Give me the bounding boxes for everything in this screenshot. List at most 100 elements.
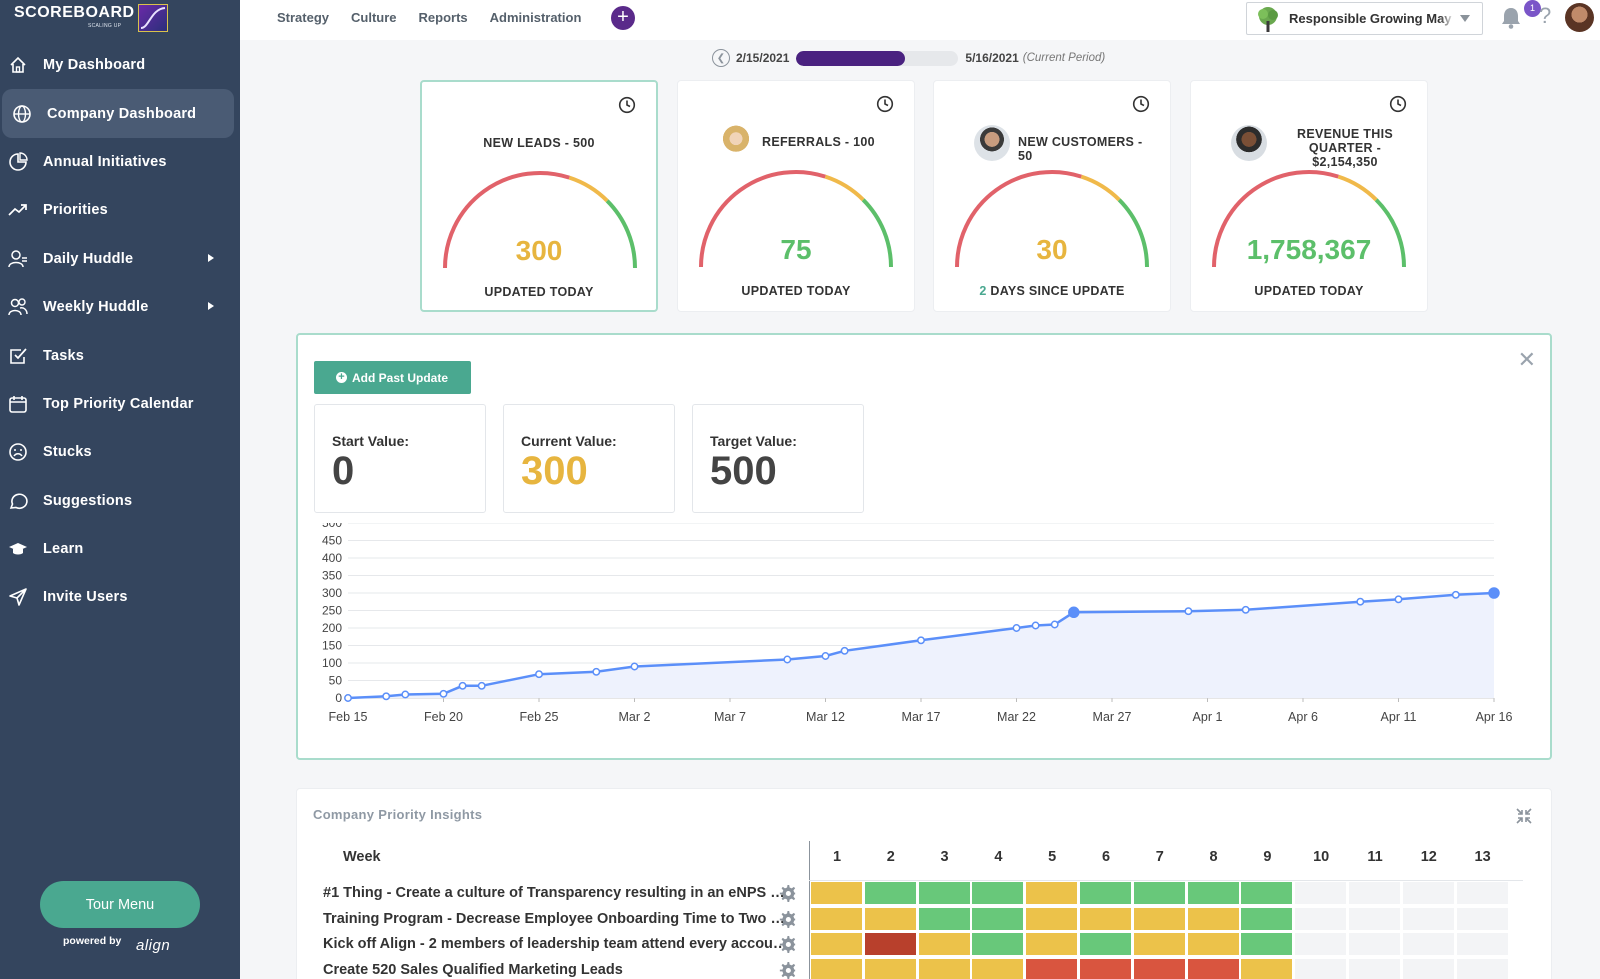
heatmap-cell[interactable] [810, 881, 863, 905]
compress-icon[interactable] [1515, 807, 1533, 825]
heatmap-cell[interactable] [1348, 906, 1401, 931]
heatmap-cell[interactable] [1186, 906, 1240, 931]
heatmap-cell[interactable] [1240, 932, 1294, 956]
data-point[interactable] [1050, 620, 1059, 629]
heatmap-cell[interactable] [1079, 957, 1132, 979]
align-logo[interactable]: align [136, 937, 171, 954]
heatmap-cell[interactable] [1132, 957, 1186, 979]
data-point[interactable] [477, 681, 486, 690]
heatmap-cell[interactable] [810, 932, 863, 956]
heatmap-cell[interactable] [1401, 881, 1455, 905]
gear-icon[interactable] [779, 885, 796, 902]
data-point[interactable] [1488, 587, 1500, 599]
heatmap-cell[interactable] [1455, 881, 1509, 905]
priority-row-label[interactable]: Kick off Align - 2 members of leadership… [323, 936, 791, 952]
heatmap-cell[interactable] [1455, 932, 1509, 956]
heatmap-cell[interactable] [1186, 881, 1240, 905]
heatmap-cell[interactable] [1294, 957, 1348, 979]
priority-row-label[interactable]: Training Program - Decrease Employee Onb… [323, 910, 791, 927]
chevron-left-icon[interactable]: ❮ [712, 49, 730, 67]
bell-icon[interactable] [1500, 6, 1522, 30]
sidebar-item-daily-huddle[interactable]: Daily Huddle [0, 235, 240, 283]
heatmap-cell[interactable] [863, 906, 917, 931]
gear-icon[interactable] [779, 910, 796, 928]
heatmap-cell[interactable] [863, 932, 917, 956]
priority-row-label[interactable]: Create 520 Sales Qualified Marketing Lea… [323, 961, 623, 978]
clock-icon[interactable] [1132, 95, 1150, 113]
data-point[interactable] [783, 655, 792, 664]
data-point[interactable] [821, 652, 830, 660]
data-point[interactable] [592, 667, 601, 676]
priority-row-label[interactable]: #1 Thing - Create a culture of Transpare… [323, 885, 791, 901]
nav-administration[interactable]: Administration [489, 10, 582, 25]
heatmap-cell[interactable] [1240, 957, 1294, 979]
sidebar-item-suggestions[interactable]: Suggestions [0, 477, 240, 525]
heatmap-cell[interactable] [1401, 957, 1455, 979]
clock-icon[interactable] [876, 95, 894, 113]
heatmap-cell[interactable] [1455, 906, 1509, 931]
sidebar-item-weekly-huddle[interactable]: Weekly Huddle [0, 283, 240, 331]
heatmap-cell[interactable] [971, 957, 1025, 979]
heatmap-cell[interactable] [917, 881, 971, 905]
data-point[interactable] [1012, 624, 1021, 632]
heatmap-cell[interactable] [1025, 881, 1079, 905]
heatmap-cell[interactable] [1079, 932, 1132, 956]
heatmap-cell[interactable] [1079, 906, 1132, 931]
heatmap-cell[interactable] [1186, 932, 1240, 956]
data-point[interactable] [1068, 606, 1080, 619]
heatmap-cell[interactable] [971, 906, 1025, 931]
heatmap-cell[interactable] [917, 932, 971, 956]
metric-card-referrals[interactable]: REFERRALS - 100 75 UPDATED TODAY [677, 80, 915, 312]
data-point[interactable] [1451, 590, 1460, 599]
heatmap-cell[interactable] [971, 881, 1025, 905]
user-avatar[interactable] [1565, 3, 1594, 32]
metric-card-new-leads[interactable]: NEW LEADS - 500 300 UPDATED TODAY [420, 80, 658, 312]
scoreboard-logo[interactable]: SCOREBOARD SCALING UP [14, 4, 168, 34]
add-past-update-button[interactable]: + Add Past Update [314, 361, 471, 394]
close-icon[interactable]: ✕ [1517, 347, 1536, 372]
heatmap-cell[interactable] [1401, 932, 1455, 956]
help-icon[interactable]: ? [1539, 3, 1552, 28]
sidebar-item-annual-initiatives[interactable]: Annual Initiatives [0, 138, 240, 186]
organization-select[interactable]: Responsible Growing May [1246, 2, 1483, 35]
data-point[interactable] [344, 694, 352, 702]
tour-menu-button[interactable]: Tour Menu [40, 881, 200, 928]
data-point[interactable] [1031, 621, 1040, 630]
data-point[interactable] [840, 646, 849, 655]
sidebar-item-priorities[interactable]: Priorities [0, 186, 240, 234]
nav-reports[interactable]: Reports [418, 10, 468, 25]
data-point[interactable] [535, 670, 543, 679]
data-point[interactable] [1356, 597, 1365, 606]
sidebar-item-tasks[interactable]: Tasks [0, 331, 240, 379]
data-point[interactable] [630, 662, 639, 671]
heatmap-cell[interactable] [1401, 906, 1455, 931]
heatmap-cell[interactable] [1132, 906, 1186, 931]
heatmap-cell[interactable] [1025, 932, 1079, 956]
data-point[interactable] [439, 689, 448, 698]
heatmap-cell[interactable] [1294, 932, 1348, 956]
gear-icon[interactable] [779, 936, 796, 953]
data-point[interactable] [1184, 607, 1193, 616]
heatmap-cell[interactable] [917, 906, 971, 931]
data-point[interactable] [1241, 605, 1250, 614]
heatmap-cell[interactable] [1348, 957, 1401, 979]
heatmap-cell[interactable] [1294, 906, 1348, 931]
heatmap-cell[interactable] [1132, 932, 1186, 956]
heatmap-cell[interactable] [1294, 881, 1348, 905]
add-icon[interactable]: + [611, 6, 635, 30]
gear-icon[interactable] [779, 961, 796, 979]
heatmap-cell[interactable] [1025, 906, 1079, 931]
data-point[interactable] [458, 681, 467, 690]
heatmap-cell[interactable] [917, 957, 971, 979]
heatmap-cell[interactable] [971, 932, 1025, 956]
heatmap-cell[interactable] [1240, 881, 1294, 905]
heatmap-cell[interactable] [1348, 881, 1401, 905]
heatmap-cell[interactable] [1079, 881, 1132, 905]
nav-culture[interactable]: Culture [351, 10, 397, 25]
heatmap-cell[interactable] [1025, 957, 1079, 979]
heatmap-cell[interactable] [1240, 906, 1294, 931]
sidebar-item-my-dashboard[interactable]: My Dashboard [0, 41, 240, 89]
data-point[interactable] [382, 692, 391, 701]
data-point[interactable] [401, 690, 410, 699]
clock-icon[interactable] [618, 96, 636, 114]
